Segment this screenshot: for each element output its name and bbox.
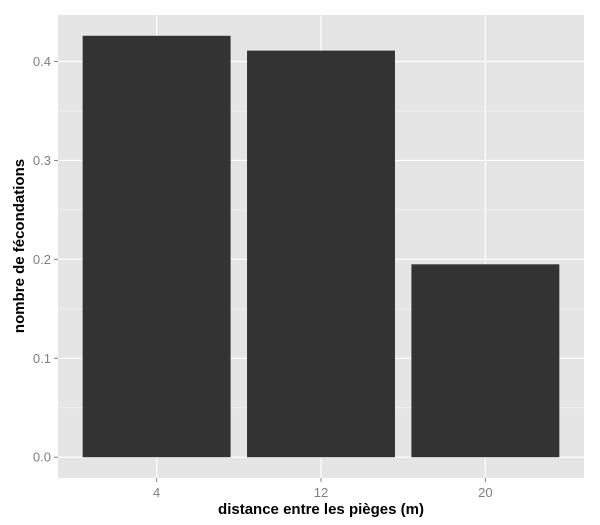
bar-12 (247, 50, 395, 458)
bar-20 (411, 264, 560, 458)
x-tick-label: 4 (153, 485, 160, 500)
x-axis: 4 12 20 (153, 478, 493, 500)
y-tick-label: 0.2 (33, 252, 51, 267)
y-tick-label: 0.3 (33, 153, 51, 168)
x-tick-label: 12 (314, 485, 328, 500)
y-axis: 0.0 0.1 0.2 0.3 0.4 (33, 54, 58, 465)
y-tick-label: 0.1 (33, 351, 51, 366)
y-tick-label: 0.4 (33, 54, 51, 69)
y-tick-label: 0.0 (33, 450, 51, 465)
y-axis-title: nombre de fécondations (11, 159, 28, 333)
x-tick-label: 20 (478, 485, 492, 500)
bars (82, 35, 560, 458)
bar-4 (82, 35, 231, 458)
x-axis-title: distance entre les pièges (m) (218, 501, 424, 518)
